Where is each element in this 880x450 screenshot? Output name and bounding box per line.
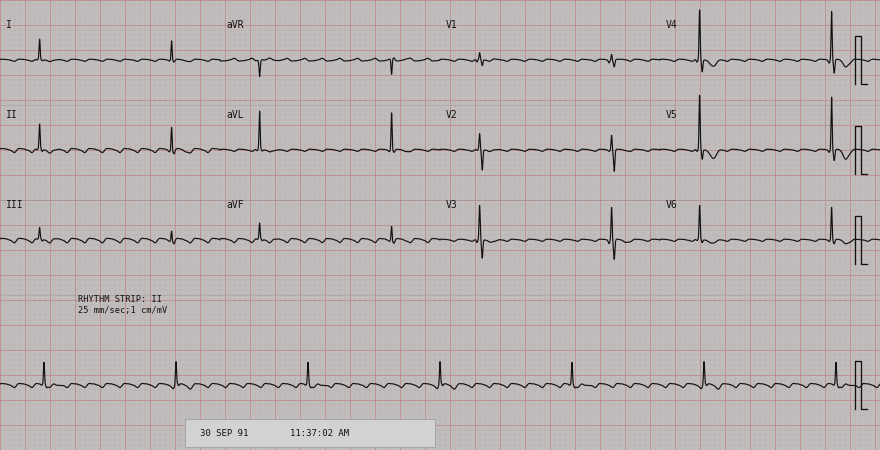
- Text: III: III: [6, 200, 24, 210]
- Bar: [185, 419, 435, 447]
- Text: V1: V1: [446, 20, 458, 30]
- Text: aVF: aVF: [226, 200, 244, 210]
- Text: V2: V2: [446, 110, 458, 120]
- Text: RHYTHM STRIP: II: RHYTHM STRIP: II: [78, 295, 162, 304]
- Text: V4: V4: [666, 20, 678, 30]
- Text: 25 mm/sec;1 cm/mV: 25 mm/sec;1 cm/mV: [78, 306, 167, 315]
- Text: V3: V3: [446, 200, 458, 210]
- Text: II: II: [6, 110, 18, 120]
- Text: V6: V6: [666, 200, 678, 210]
- Text: I: I: [6, 20, 11, 30]
- Text: 30 SEP 91: 30 SEP 91: [200, 429, 248, 438]
- Text: V5: V5: [666, 110, 678, 120]
- Text: aVL: aVL: [226, 110, 244, 120]
- Text: aVR: aVR: [226, 20, 244, 30]
- Text: 11:37:02 AM: 11:37:02 AM: [290, 429, 349, 438]
